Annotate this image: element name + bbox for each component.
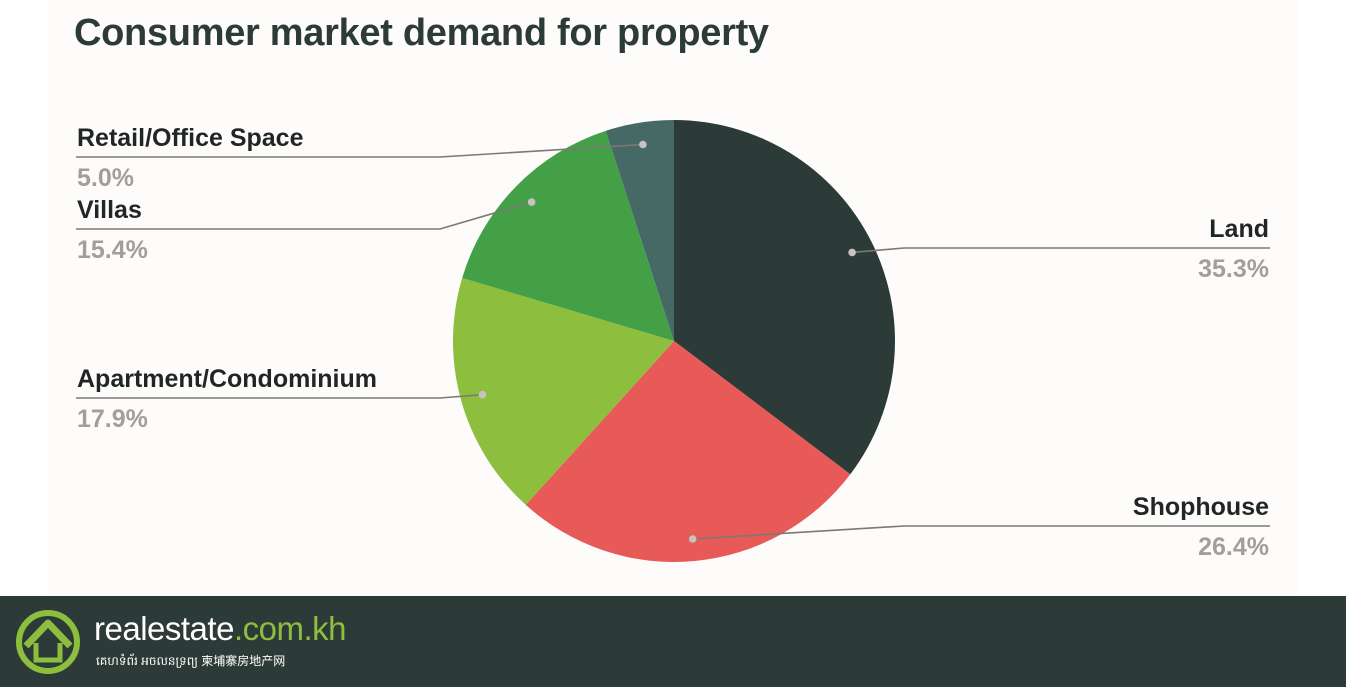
pie-slice-villas — [462, 130, 674, 341]
callout-line — [76, 201, 532, 230]
callout-dot — [688, 535, 697, 543]
pie-chart: Land 35.3% Shophouse 26.4% Apartment/Condomi… — [76, 120, 1270, 562]
house-logo-icon — [16, 610, 80, 674]
callout-line — [76, 143, 643, 158]
brand-name: realestate.com.kh — [94, 610, 347, 647]
pie-slice-retail-office-space — [605, 120, 674, 341]
pie-slice-shophouse — [525, 341, 851, 562]
brand-tagline: គេហទំព័រ អចលនទ្រព្យ 柬埔寨房地产网 — [96, 654, 286, 668]
chart-title: Consumer market demand for property — [74, 12, 769, 54]
slice-label-apartment-condominium: Apartment/Condominium — [77, 365, 377, 393]
slice-value-retail-office-space: 5.0% — [77, 164, 134, 192]
brand-domain: .com.kh — [233, 610, 347, 647]
slice-label-land: Land — [1209, 215, 1269, 243]
slice-label-shophouse: Shophouse — [1133, 493, 1269, 521]
callout-dot — [527, 198, 536, 206]
slice-label-retail-office-space: Retail/Office Space — [77, 124, 304, 152]
callout-dot — [848, 248, 856, 257]
pie-slice-land — [674, 120, 895, 475]
slice-value-villas: 15.4% — [77, 236, 148, 264]
slice-value-land: 35.3% — [1198, 255, 1269, 283]
pie-slice-apartment-condominium — [453, 278, 674, 505]
slice-value-apartment-condominium: 17.9% — [77, 405, 148, 433]
callout-line — [76, 393, 483, 399]
slice-value-shophouse: 26.4% — [1198, 533, 1269, 561]
slice-label-villas: Villas — [77, 196, 142, 224]
callout-dot — [478, 390, 487, 399]
footer-bar: realestate.com.kh គេហទំព័រ អចលនទ្រព្យ 柬埔… — [0, 596, 1346, 687]
callout-line — [852, 247, 1270, 254]
callout-dot — [639, 140, 647, 149]
callout-line — [692, 525, 1270, 540]
